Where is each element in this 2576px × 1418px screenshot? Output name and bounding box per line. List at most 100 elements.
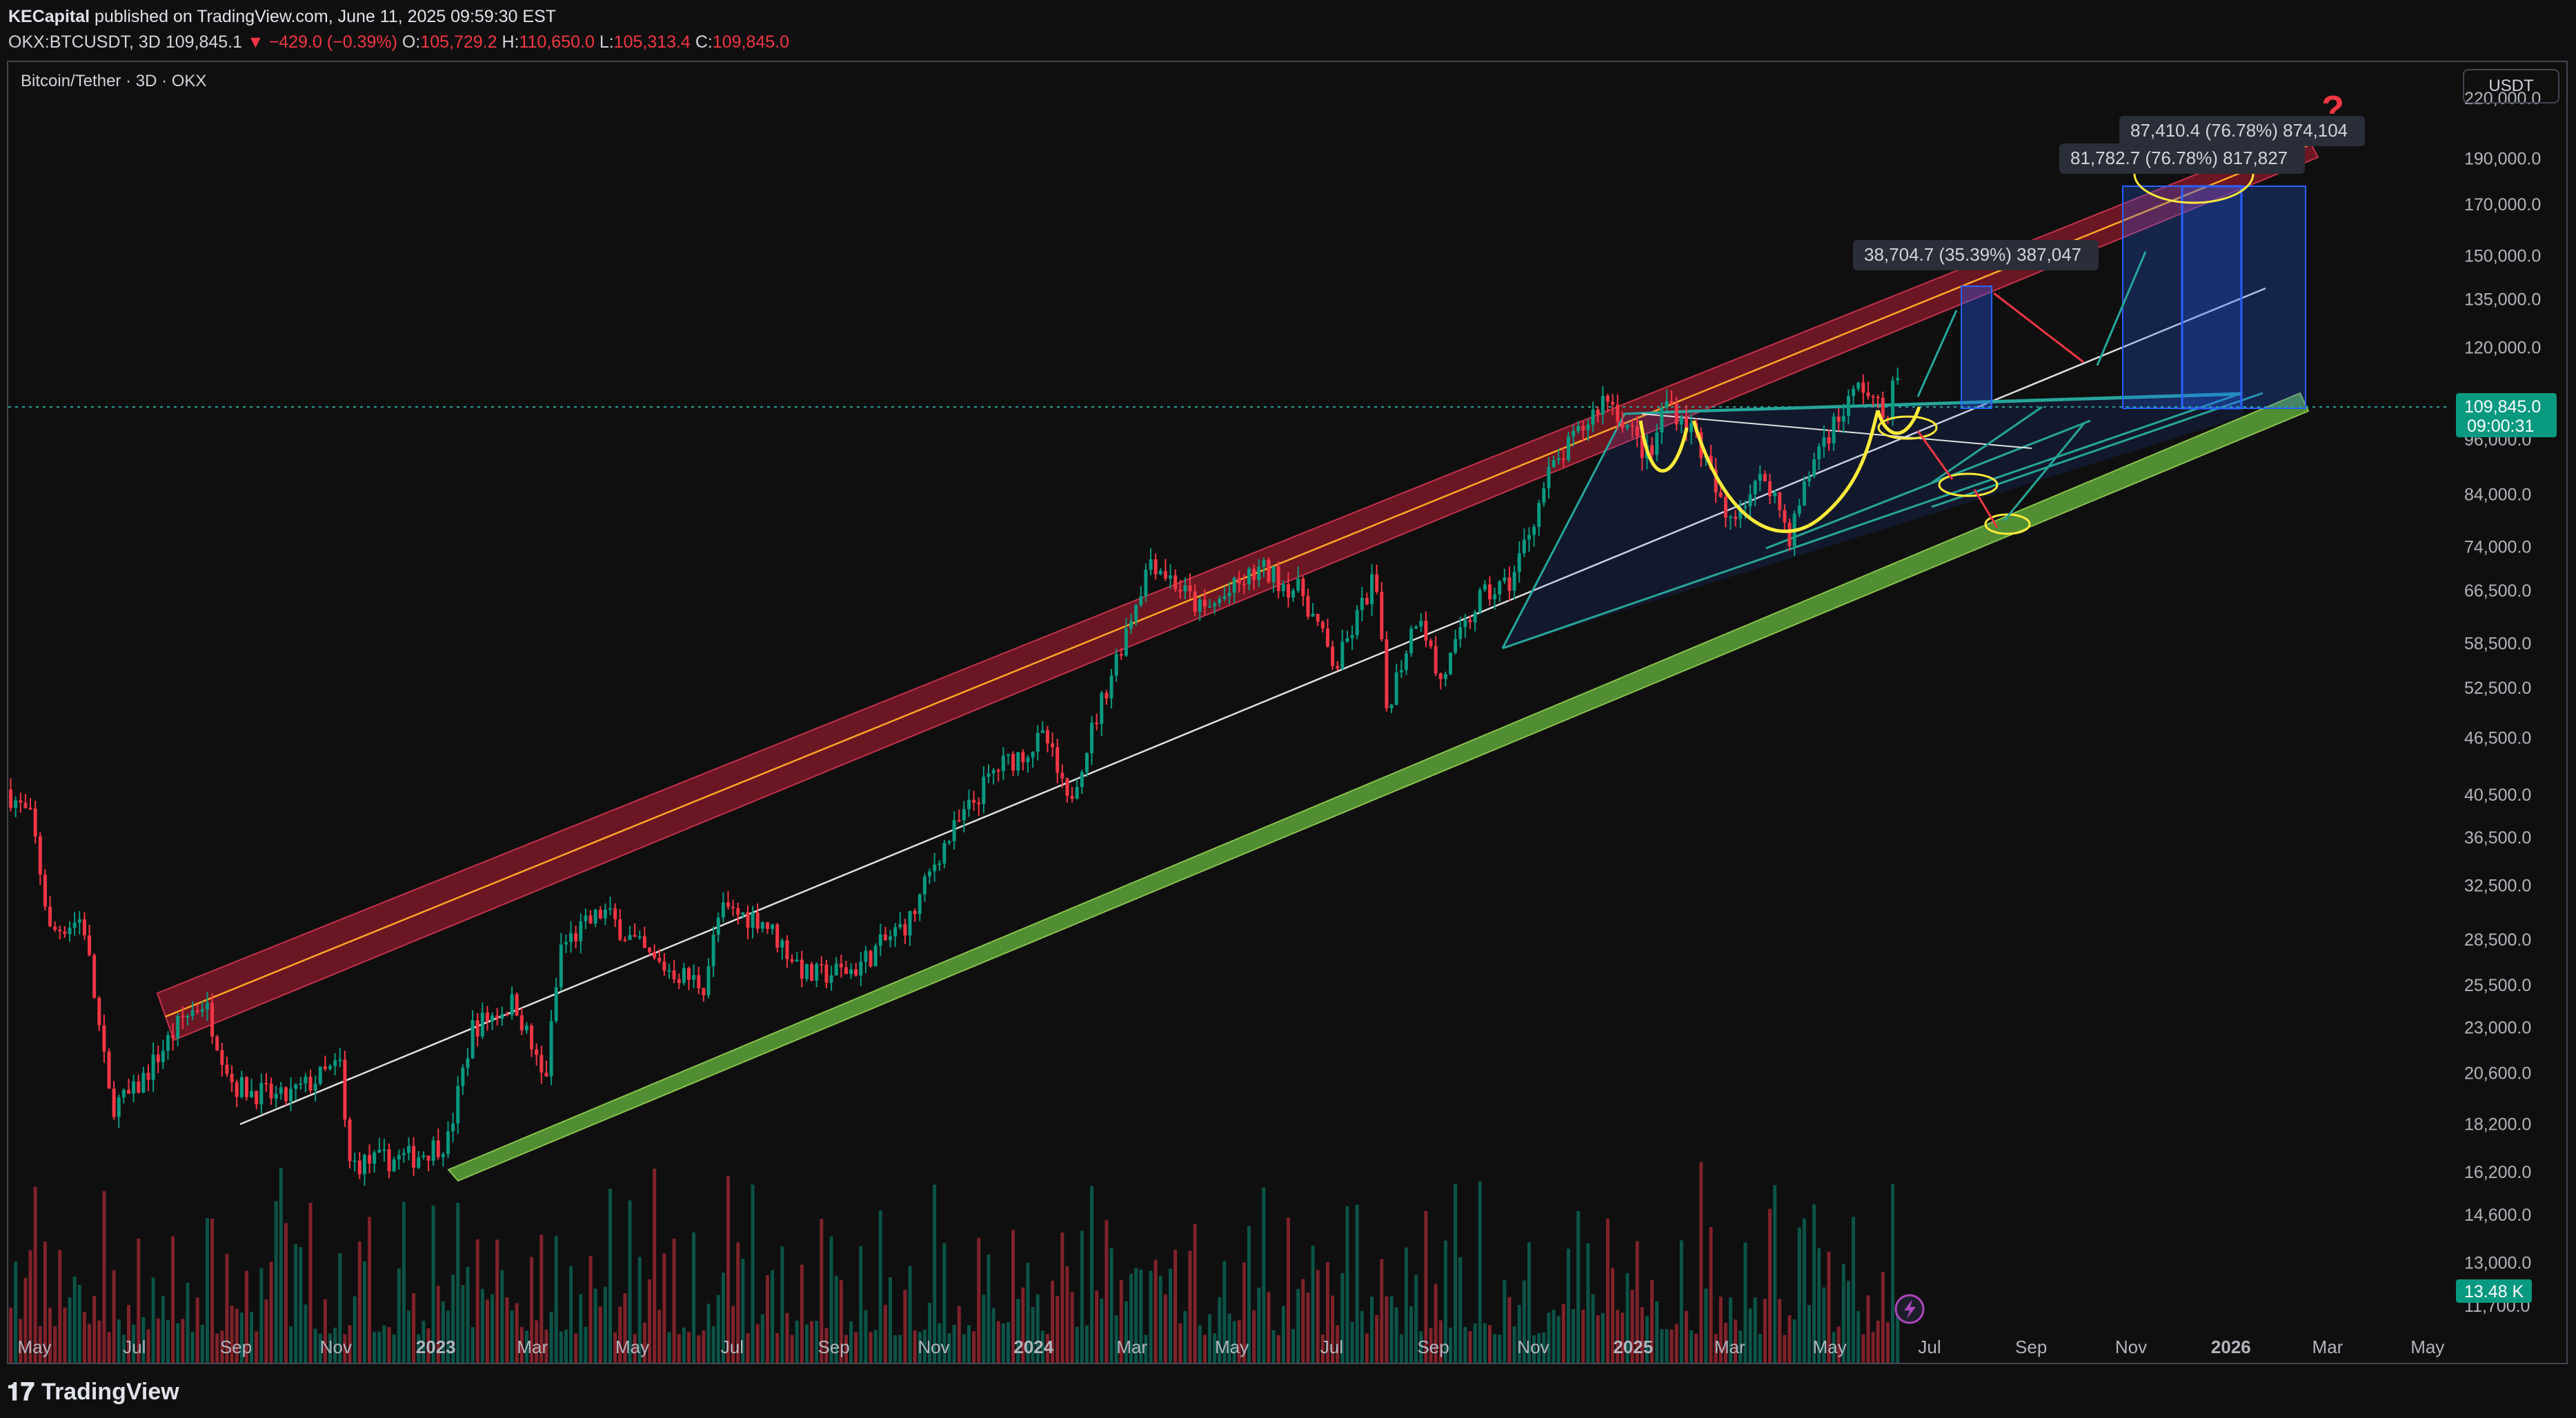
candle-body (893, 927, 898, 937)
volume-bar (88, 1324, 92, 1363)
candle-body (1458, 627, 1463, 639)
candle-body (1556, 458, 1561, 461)
candle-body (613, 908, 617, 919)
candle-body (480, 1012, 484, 1037)
neckline[interactable] (1641, 413, 2032, 449)
candle-body (849, 969, 853, 975)
volume-bar (1202, 1335, 1207, 1363)
candle-body (299, 1084, 303, 1086)
volume-bar (869, 1332, 873, 1363)
volume-bar (323, 1299, 327, 1363)
wedge-top[interactable] (1624, 393, 2243, 415)
target-ellipse-1[interactable] (1877, 415, 1938, 440)
candle-body (1768, 481, 1772, 497)
volume-bar (1807, 1305, 1811, 1363)
volume-bar (1169, 1268, 1173, 1363)
projection-box-3[interactable] (2181, 185, 2243, 410)
y-tick-label: 32,500.0 (2464, 876, 2531, 895)
wedge-inner[interactable] (1765, 419, 2091, 550)
candle-body (1429, 640, 1433, 646)
candle-body (1763, 474, 1767, 481)
bear-arrows[interactable] (1916, 292, 2084, 528)
lightning-icon[interactable] (1894, 1294, 1925, 1324)
currency-selector[interactable]: USDT (2463, 69, 2559, 103)
volume-bar (755, 1324, 760, 1363)
x-tick-label: Jul (1320, 1337, 1343, 1357)
volume-bar (417, 1334, 421, 1363)
candle-body (967, 799, 971, 810)
candle-body (515, 994, 519, 1016)
candle-body (412, 1146, 416, 1168)
volume-bar (1399, 1334, 1403, 1363)
candle-body (1690, 423, 1694, 432)
candle-body (1478, 590, 1482, 612)
target-ellipse-2[interactable] (1938, 472, 1999, 497)
volume-bar (608, 1188, 613, 1363)
volume-bar (1694, 1333, 1698, 1363)
volume-bar (1419, 1331, 1423, 1363)
candle-body (63, 931, 67, 935)
volume-bar (1252, 1310, 1256, 1363)
candle-body (962, 809, 966, 821)
candle-body (1178, 589, 1182, 592)
volume-bar (1596, 1315, 1600, 1363)
volume-bar (1129, 1274, 1133, 1363)
volume-bar (97, 1320, 101, 1363)
volume-bar (1787, 1315, 1792, 1363)
volume-bar (1070, 1292, 1074, 1363)
chart-frame (7, 61, 2568, 1364)
candle-body (1576, 426, 1581, 432)
volume-bar (1640, 1307, 1644, 1363)
volume-bar (746, 1333, 750, 1363)
cup-left[interactable] (1638, 420, 1689, 472)
projection-box-1[interactable] (1961, 286, 1992, 409)
candle-body (1846, 396, 1850, 416)
candle-body (1080, 772, 1084, 788)
bull-arrows[interactable] (1916, 251, 2147, 521)
volume-bar (1586, 1243, 1590, 1363)
resistance-band[interactable] (156, 130, 2319, 1041)
candle-body (1896, 378, 1900, 381)
volume-bar (1507, 1297, 1512, 1363)
wedge-lower[interactable] (1931, 392, 2263, 508)
x-tick-label: Sep (818, 1337, 849, 1357)
candle-body (1443, 674, 1447, 679)
volume-bar (859, 1246, 863, 1363)
x-tick-label: Sep (1417, 1337, 1449, 1357)
candle-body (1188, 585, 1192, 592)
candle-body (382, 1149, 386, 1151)
author-name[interactable]: KECapital (8, 7, 90, 26)
candle-body (922, 876, 927, 895)
volume-bar (903, 1290, 907, 1363)
candle-body (618, 919, 622, 940)
support-band[interactable] (447, 392, 2310, 1182)
symbol-label[interactable]: OKX:BTCUSDT, 3D (8, 32, 161, 52)
candle-body (14, 800, 18, 808)
mid-trendline[interactable] (239, 287, 2266, 1126)
candle-body (1409, 628, 1414, 654)
candle-body (436, 1140, 440, 1157)
candle-body (1605, 395, 1609, 402)
volume-bar (117, 1319, 121, 1363)
volume-bar (1542, 1332, 1546, 1363)
y-tick-label: 14,600.0 (2464, 1206, 2531, 1225)
brand-name[interactable]: TradingView (41, 1378, 179, 1405)
volume-bar (1753, 1297, 1757, 1363)
volume-bar (107, 1332, 111, 1363)
candle-body (377, 1150, 382, 1152)
candle-body (230, 1074, 234, 1083)
cup-main[interactable] (1692, 410, 1880, 533)
candle-body (1134, 605, 1138, 621)
y-tick-label: 135,000.0 (2464, 290, 2541, 309)
last-price-badge: 109,845.0 09:00:31 (2456, 393, 2557, 437)
volume-bar (667, 1332, 671, 1363)
volume-bar (72, 1276, 77, 1363)
candle-body (1449, 652, 1453, 675)
volume-bar (1561, 1304, 1565, 1363)
tradingview-logo-icon[interactable]: 𝟏𝟕 (7, 1377, 35, 1406)
volume-bar (1812, 1204, 1816, 1363)
target-ellipse-3[interactable] (1984, 513, 2031, 535)
volume-bar (1660, 1328, 1664, 1363)
candle-body (1404, 653, 1408, 670)
